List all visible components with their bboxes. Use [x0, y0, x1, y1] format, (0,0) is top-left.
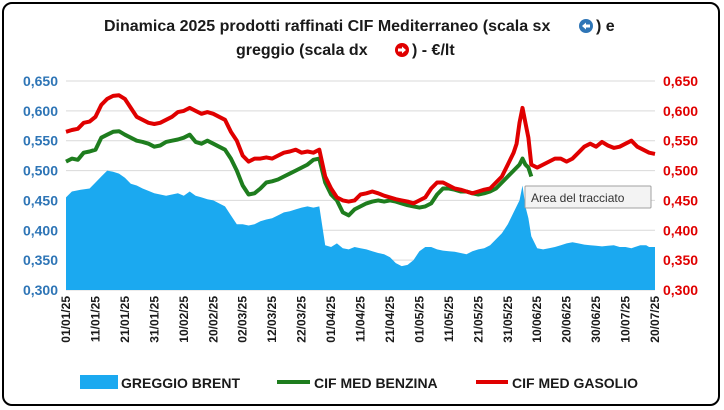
legend-label-gasolio: CIF MED GASOLIO: [512, 375, 638, 391]
series-area-greggio-brent[interactable]: [66, 170, 655, 290]
arrow-right-circle-icon: [395, 43, 409, 57]
right-tick-label: 0,300: [663, 282, 698, 298]
x-tick-label: 21/04/25: [383, 296, 397, 343]
lines-layer: [65, 93, 656, 218]
x-tick-label: 11/04/25: [354, 296, 368, 342]
x-tick-label: 01/01/25: [59, 296, 73, 343]
x-tick-label: 12/03/25: [265, 296, 279, 343]
tooltip-text: Area del tracciato: [531, 191, 625, 205]
title-line-2: greggio (scala dx: [236, 42, 368, 59]
x-tick-label: 21/01/25: [118, 296, 132, 343]
right-tick-label: 0,550: [663, 133, 698, 149]
left-tick-label: 0,300: [23, 282, 58, 298]
right-tick-label: 0,450: [663, 192, 698, 208]
x-tick-label: 30/06/25: [589, 296, 603, 343]
title-line-1: Dinamica 2025 prodotti raffinati CIF Med…: [104, 18, 550, 35]
legend-item-brent[interactable]: GREGGIO BRENT: [80, 375, 240, 391]
right-tick-label: 0,350: [663, 252, 698, 268]
right-axis: 0,300 0,350 0,400 0,450 0,500 0,550 0,600 0,650: [663, 73, 698, 298]
right-tick-label: 0,600: [663, 103, 698, 119]
left-tick-label: 0,500: [23, 163, 58, 179]
right-tick-label: 0,650: [663, 73, 698, 89]
plot-area[interactable]: [65, 80, 656, 291]
x-tick-label: 11/01/25: [88, 296, 102, 342]
x-axis: 01/01/25 11/01/25 21/01/25 31/01/25 10/02/25…: [59, 296, 662, 343]
x-tick-label: 20/02/25: [206, 296, 220, 343]
x-tick-label: 10/07/25: [619, 296, 633, 343]
chart-title: Dinamica 2025 prodotti raffinati CIF Med…: [104, 18, 615, 59]
legend-item-benzina[interactable]: CIF MED BENZINA: [277, 375, 438, 391]
x-tick-label: 31/01/25: [147, 296, 161, 343]
x-tick-label: 20/06/25: [560, 296, 574, 343]
left-tick-label: 0,550: [23, 133, 58, 149]
x-tick-label: 01/05/25: [412, 296, 426, 343]
x-tick-label: 21/05/25: [471, 296, 485, 343]
brent-area-layer: [66, 170, 655, 290]
x-tick-label: 11/05/25: [442, 296, 456, 342]
series-line-cif-med-gasolio[interactable]: [65, 93, 656, 206]
legend-item-gasolio[interactable]: CIF MED GASOLIO: [476, 375, 638, 391]
left-axis: 0,300 0,350 0,400 0,450 0,500 0,550 0,600 0,650: [23, 73, 58, 298]
x-tick-label: 01/04/25: [324, 296, 338, 343]
x-tick-label: 10/06/25: [530, 296, 544, 343]
arrow-left-circle-icon: [579, 19, 593, 33]
title-line-1-end: ) e: [596, 18, 615, 35]
x-tick-label: 20/07/25: [648, 296, 662, 343]
title-line-2-end: ) - €/lt: [412, 42, 455, 59]
right-tick-label: 0,500: [663, 163, 698, 179]
x-tick-label: 22/03/25: [295, 296, 309, 343]
legend: GREGGIO BRENT CIF MED BENZINA CIF MED GA…: [80, 375, 638, 391]
left-tick-label: 0,400: [23, 222, 58, 238]
x-tick-label: 31/05/25: [501, 296, 515, 343]
left-tick-label: 0,450: [23, 192, 58, 208]
x-tick-label: 02/03/25: [236, 296, 250, 343]
tooltip: Area del tracciato: [524, 185, 652, 209]
left-tick-label: 0,650: [23, 73, 58, 89]
left-tick-label: 0,600: [23, 103, 58, 119]
legend-label-benzina: CIF MED BENZINA: [314, 375, 438, 391]
right-tick-label: 0,400: [663, 222, 698, 238]
left-tick-label: 0,350: [23, 252, 58, 268]
x-tick-label: 10/02/25: [177, 296, 191, 343]
legend-label-brent: GREGGIO BRENT: [121, 375, 240, 391]
